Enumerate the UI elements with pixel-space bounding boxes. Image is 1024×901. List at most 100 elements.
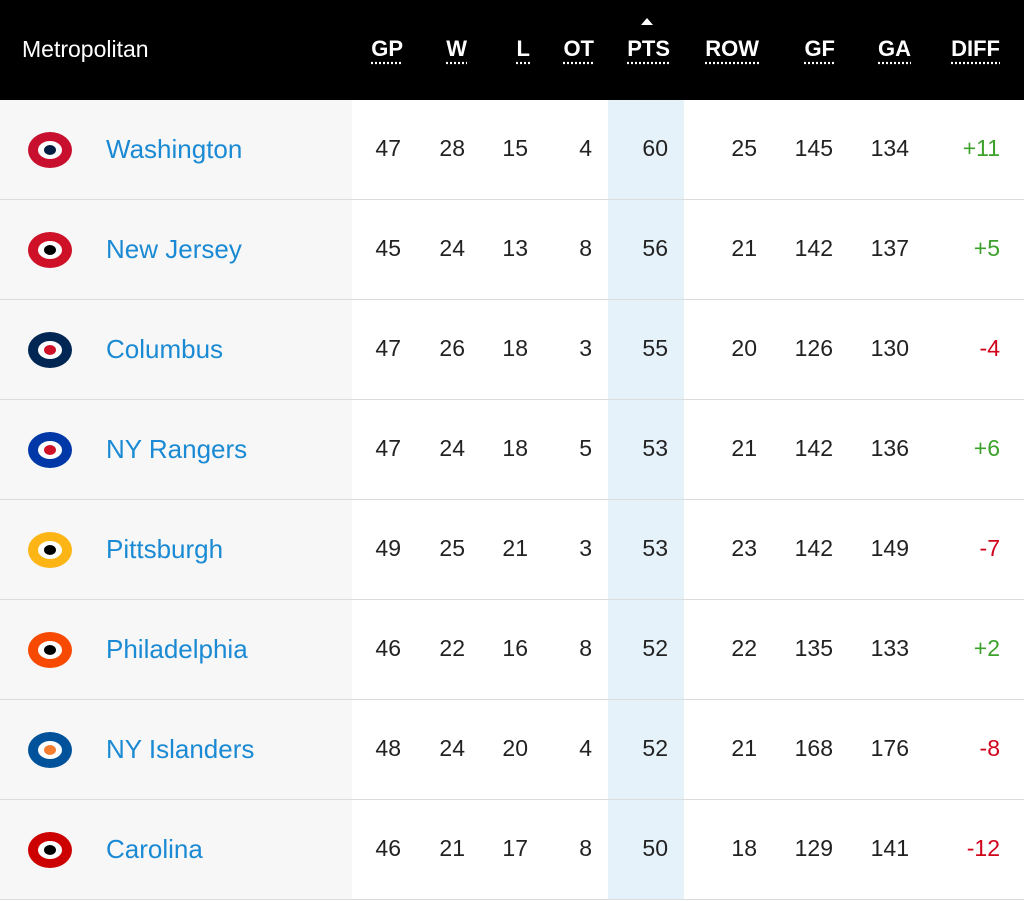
team-name[interactable]: New Jersey xyxy=(106,234,242,264)
sort-indicator xyxy=(641,18,653,25)
stat-cell: 60 xyxy=(642,135,668,161)
column-header[interactable]: DIFF xyxy=(951,36,1000,61)
stat-cell: 133 xyxy=(870,635,909,661)
header: Metropolitan GP W L OT PTS ROW GF GA DIFF xyxy=(0,0,1024,100)
stat-cell: 141 xyxy=(870,835,909,861)
stat-cell: 130 xyxy=(870,335,909,361)
stat-cell: 137 xyxy=(870,235,909,261)
stat-cell: 149 xyxy=(870,535,909,561)
stat-cell: 142 xyxy=(794,435,833,461)
stat-cell: 24 xyxy=(439,735,465,761)
stat-cell: 46 xyxy=(375,835,401,861)
team-logo xyxy=(28,732,72,768)
column-header[interactable]: ROW xyxy=(705,36,759,61)
stat-cell: 3 xyxy=(579,535,592,561)
column-header[interactable]: PTS xyxy=(627,36,670,61)
stat-cell: 129 xyxy=(794,835,833,861)
stat-cell: 49 xyxy=(375,535,401,561)
team-name[interactable]: Philadelphia xyxy=(106,634,248,664)
stat-cell: 21 xyxy=(731,235,757,261)
sorted-column-bg xyxy=(608,100,684,900)
stat-cell: 145 xyxy=(794,135,833,161)
team-name[interactable]: Carolina xyxy=(106,834,203,864)
stat-cell: 134 xyxy=(870,135,909,161)
team-logo xyxy=(28,832,72,868)
column-header[interactable]: GA xyxy=(878,36,911,61)
stat-cell: 142 xyxy=(794,535,833,561)
standings-row: New Jersey 45 24 13 8 56 21 142 137 +5 xyxy=(0,200,1024,300)
stat-cell: 21 xyxy=(731,735,757,761)
stat-cell: 50 xyxy=(642,835,668,861)
stat-cell: 25 xyxy=(439,535,465,561)
team-name[interactable]: NY Rangers xyxy=(106,434,248,464)
column-header[interactable]: W xyxy=(446,36,467,61)
stat-cell: 21 xyxy=(502,535,528,561)
stat-cell: 24 xyxy=(439,435,465,461)
team-logo xyxy=(28,432,72,468)
stat-cell: 21 xyxy=(731,435,757,461)
division-title: Metropolitan xyxy=(22,36,149,62)
stat-cell: 28 xyxy=(439,135,465,161)
stat-cell: 25 xyxy=(731,135,757,161)
team-name[interactable]: NY Islanders xyxy=(106,734,255,764)
stat-cell: 8 xyxy=(579,635,592,661)
column-header[interactable]: OT xyxy=(563,36,594,61)
stat-cell: 47 xyxy=(375,335,401,361)
stat-cell: 45 xyxy=(375,235,401,261)
team-name[interactable]: Washington xyxy=(106,134,243,164)
stat-cell: 136 xyxy=(870,435,909,461)
goal-diff: +2 xyxy=(973,635,1000,661)
stat-cell: 13 xyxy=(502,235,528,261)
stat-cell: 8 xyxy=(579,235,592,261)
stat-cell: 55 xyxy=(642,335,668,361)
stat-cell: 15 xyxy=(502,135,528,161)
stat-cell: 20 xyxy=(731,335,757,361)
standings-row: Columbus 47 26 18 3 55 20 126 130 -4 xyxy=(0,300,1024,400)
column-header[interactable]: L xyxy=(516,36,530,61)
stat-cell: 176 xyxy=(870,735,909,761)
stat-cell: 21 xyxy=(439,835,465,861)
stat-cell: 47 xyxy=(375,435,401,461)
goal-diff: +11 xyxy=(962,135,1000,161)
team-logo xyxy=(28,632,72,668)
team-logo xyxy=(28,332,72,368)
stat-cell: 135 xyxy=(794,635,833,661)
stat-cell: 53 xyxy=(642,535,668,561)
stat-cell: 24 xyxy=(439,235,465,261)
goal-diff: -8 xyxy=(979,735,1000,761)
stat-cell: 18 xyxy=(502,435,528,461)
stat-cell: 3 xyxy=(579,335,592,361)
stat-cell: 47 xyxy=(375,135,401,161)
team-logo xyxy=(28,232,72,268)
stat-cell: 22 xyxy=(731,635,757,661)
team-name[interactable]: Pittsburgh xyxy=(106,534,224,564)
stat-cell: 8 xyxy=(579,835,592,861)
goal-diff: -7 xyxy=(979,535,1000,561)
column-header[interactable]: GF xyxy=(804,36,835,61)
goal-diff: -4 xyxy=(979,335,1000,361)
stat-cell: 17 xyxy=(502,835,528,861)
standings-row: Philadelphia 46 22 16 8 52 22 135 133 +2 xyxy=(0,600,1024,700)
column-header[interactable]: GP xyxy=(371,36,403,61)
stat-cell: 56 xyxy=(642,235,668,261)
stat-cell: 46 xyxy=(375,635,401,661)
team-column-bg xyxy=(0,100,352,900)
team-logo xyxy=(28,532,72,568)
stat-cell: 20 xyxy=(502,735,528,761)
stat-cell: 168 xyxy=(794,735,833,761)
goal-diff: -12 xyxy=(966,835,1000,861)
standings-row: NY Islanders 48 24 20 4 52 21 168 176 -8 xyxy=(0,700,1024,800)
standings-row: NY Rangers 47 24 18 5 53 21 142 136 +6 xyxy=(0,400,1024,500)
stat-cell: 26 xyxy=(439,335,465,361)
stat-cell: 126 xyxy=(794,335,833,361)
team-name[interactable]: Columbus xyxy=(106,334,224,364)
standings-row: Carolina 46 21 17 8 50 18 129 141 -12 xyxy=(0,800,1024,900)
stat-cell: 5 xyxy=(579,435,592,461)
standings-row: Washington 47 28 15 4 60 25 145 134 +11 xyxy=(0,100,1024,200)
stat-cell: 4 xyxy=(579,135,592,161)
standings-row: Pittsburgh 49 25 21 3 53 23 142 149 -7 xyxy=(0,500,1024,600)
stat-cell: 16 xyxy=(502,635,528,661)
stat-cell: 4 xyxy=(579,735,592,761)
goal-diff: +6 xyxy=(973,435,1000,461)
stat-cell: 52 xyxy=(642,735,668,761)
